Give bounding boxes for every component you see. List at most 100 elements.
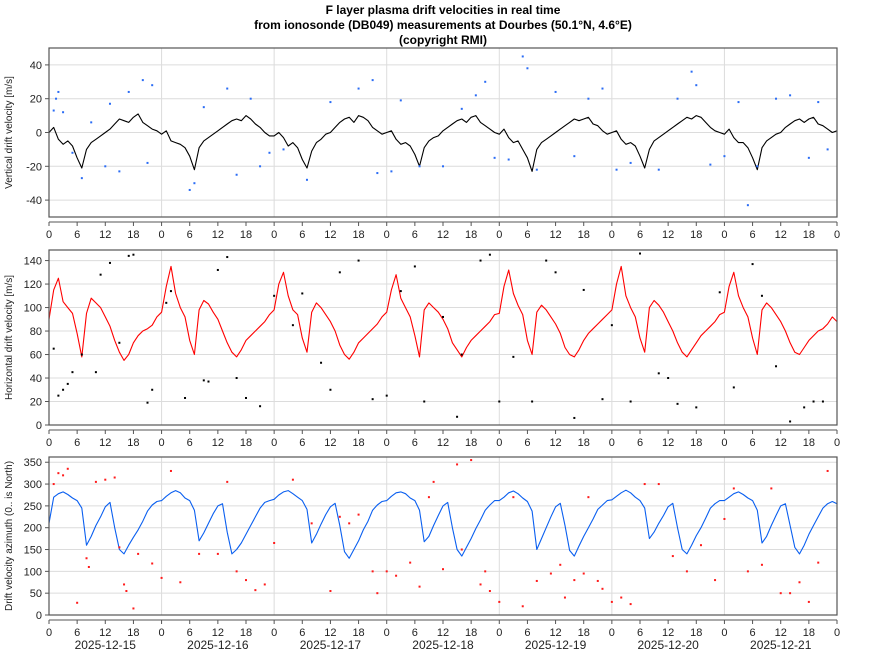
azimuth-scatter-point <box>160 576 163 579</box>
vertical-scatter-point <box>390 170 393 173</box>
azimuth-scatter-point <box>807 600 810 603</box>
y-tick-label: 20 <box>30 397 42 409</box>
vertical-scatter-point <box>357 87 360 90</box>
vertical-scatter-point <box>188 188 191 191</box>
x-tick-label: 0 <box>721 229 727 241</box>
vertical-scatter-point <box>507 158 510 161</box>
x-tick-label: 18 <box>803 437 815 449</box>
vertical-scatter-point <box>723 155 726 158</box>
vertical-scatter-point <box>282 148 285 151</box>
x-tick-label: 0 <box>159 229 165 241</box>
date-label: 2025-12-19 <box>525 638 587 652</box>
horizontal-scatter-point <box>512 355 515 358</box>
x-tick-label: 0 <box>496 437 502 449</box>
x-tick-label: 18 <box>240 229 252 241</box>
x-tick-label: 12 <box>99 229 111 241</box>
vertical-scatter-point <box>709 163 712 166</box>
azimuth-scatter-point <box>610 600 613 603</box>
x-tick-label: 18 <box>690 437 702 449</box>
horizontal-scatter-point <box>479 259 482 262</box>
azimuth-scatter-point <box>94 480 97 483</box>
x-tick-label: 0 <box>721 627 727 639</box>
horizontal-scatter-point <box>66 382 69 385</box>
y-tick-label: 40 <box>30 373 42 385</box>
azimuth-scatter-point <box>442 568 444 571</box>
x-tick-label: 0 <box>46 229 52 241</box>
vertical-scatter-point <box>235 173 238 176</box>
x-tick-label: 6 <box>524 437 530 449</box>
azimuth-scatter-point <box>245 579 247 582</box>
vertical-scatter-point <box>737 101 740 104</box>
x-tick-label: 6 <box>187 437 193 449</box>
horizontal-scatter-point <box>573 416 576 419</box>
vertical-scatter-point <box>141 79 144 82</box>
y-tick-label: 140 <box>24 256 42 268</box>
horizontal-scatter-point <box>94 371 97 374</box>
x-tick-label: 18 <box>803 229 815 241</box>
x-tick-label: 6 <box>412 229 418 241</box>
horizontal-scatter-point <box>108 261 111 264</box>
chart-title-line1: F layer plasma drift velocities in real … <box>325 3 561 17</box>
x-tick-label: 18 <box>352 627 364 639</box>
y-tick-label: 150 <box>24 545 42 557</box>
azimuth-scatter-point <box>535 579 538 582</box>
horizontal-scatter-point <box>775 365 778 368</box>
azimuth-scatter-point <box>254 589 257 592</box>
horizontal-scatter-point <box>498 400 501 403</box>
vertical-scatter-point <box>629 161 632 164</box>
y-tick-label: 40 <box>30 60 42 72</box>
x-tick-label: 0 <box>384 627 390 639</box>
y-tick-label: 100 <box>24 566 42 578</box>
x-tick-label: 6 <box>524 627 530 639</box>
x-tick-label: 18 <box>465 229 477 241</box>
x-tick-label: 12 <box>662 229 674 241</box>
azimuth-scatter-point <box>113 476 116 479</box>
y-tick-label: 200 <box>24 523 42 535</box>
vertical-scatter-point <box>127 90 130 93</box>
x-tick-label: 0 <box>834 437 840 449</box>
x-tick-label: 0 <box>834 627 840 639</box>
vertical-scatter-point <box>151 84 154 87</box>
horizontal-scatter-point <box>132 253 135 256</box>
vertical-scatter-point <box>690 70 693 73</box>
vertical-scatter-point <box>71 151 74 154</box>
horizontal-scatter-point <box>676 402 679 405</box>
x-tick-label: 18 <box>578 229 590 241</box>
x-tick-label: 6 <box>74 437 80 449</box>
azimuth-scatter-point <box>549 572 552 575</box>
vertical-scatter-point <box>442 165 444 168</box>
azimuth-scatter-point <box>826 469 829 472</box>
azimuth-scatter-point <box>760 563 763 566</box>
x-tick-label: 18 <box>240 437 252 449</box>
horizontal-scatter-point <box>151 388 154 391</box>
x-tick-label: 12 <box>775 229 787 241</box>
vertical-scatter-point <box>474 94 477 97</box>
azimuth-scatter-point <box>456 463 459 466</box>
horizontal-scatter-point <box>245 396 247 399</box>
horizontal-scatter-point <box>760 294 763 297</box>
vertical-scatter-point <box>329 101 332 104</box>
azimuth-scatter-point <box>798 581 801 584</box>
azimuth-scatter-point <box>329 589 332 592</box>
vertical-scatter-point <box>376 172 379 175</box>
x-tick-label: 0 <box>271 437 277 449</box>
azimuth-scatter-point <box>432 480 435 483</box>
y-tick-label: 0 <box>36 420 42 432</box>
x-tick-label: 12 <box>212 437 224 449</box>
horizontal-scatter-point <box>667 377 670 380</box>
azimuth-scatter-point <box>460 548 463 551</box>
horizontal-scatter-point <box>629 400 632 403</box>
azimuth-scatter-point <box>62 474 65 477</box>
x-tick-label: 18 <box>578 437 590 449</box>
horizontal-scatter-point <box>460 353 463 356</box>
azimuth-scatter-point <box>395 574 398 577</box>
x-tick-label: 18 <box>465 437 477 449</box>
x-tick-label: 18 <box>690 229 702 241</box>
x-tick-label: 6 <box>187 627 193 639</box>
x-tick-label: 12 <box>775 627 787 639</box>
y-tick-label: 250 <box>24 501 42 513</box>
y-tick-label: -40 <box>26 195 42 207</box>
date-label: 2025-12-18 <box>412 638 474 652</box>
y-tick-label: -20 <box>26 161 42 173</box>
azimuth-scatter-point <box>151 562 154 565</box>
